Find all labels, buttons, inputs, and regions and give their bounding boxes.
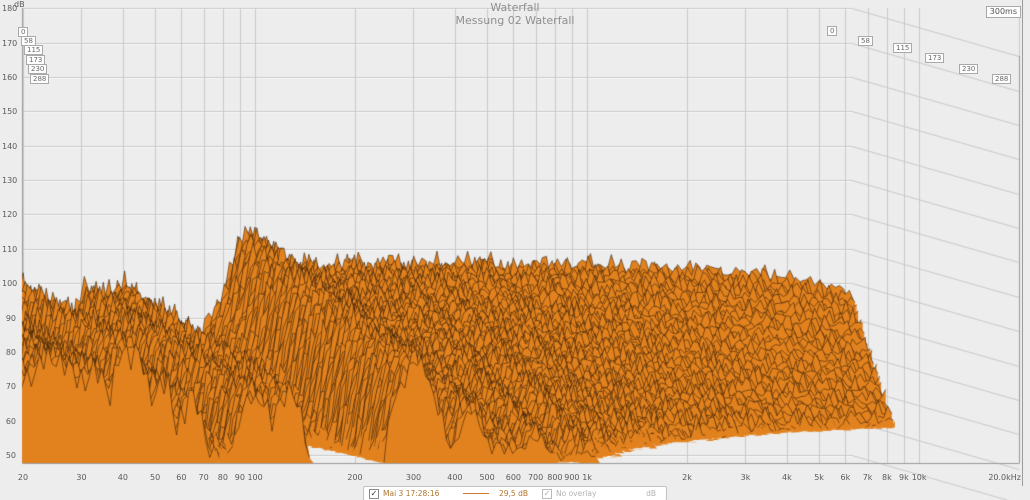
db-axis-unit-label: dB <box>14 0 25 9</box>
time-tick-label: 173 <box>925 53 945 63</box>
freq-tick-label: 20.0kHz <box>988 473 1021 482</box>
db-tick-label: 90 <box>5 313 16 323</box>
time-tick-label: 288 <box>992 74 1012 84</box>
level-value: 29,5 dB <box>499 489 528 498</box>
freq-tick-label: 5k <box>814 473 824 482</box>
time-tick-label: 230 <box>28 64 48 74</box>
db-tick-label: 130 <box>2 176 18 186</box>
measurement-checkbox[interactable]: ✓ <box>369 488 379 499</box>
db-tick-label: 110 <box>2 244 18 254</box>
freq-tick-label: 50 <box>150 473 161 482</box>
legend-unit-label: dB <box>646 489 656 498</box>
freq-tick-label: 7k <box>862 473 873 482</box>
freq-tick-label: 900 <box>564 473 580 482</box>
freq-tick-label: 8k <box>882 473 892 482</box>
freq-tick-label: 70 <box>198 473 209 482</box>
freq-tick-label: 90 <box>234 473 245 482</box>
db-tick-label: 150 <box>2 107 18 117</box>
freq-tick-label: 20 <box>17 473 29 482</box>
freq-tick-label: 500 <box>479 473 495 482</box>
freq-tick-label: 3k <box>740 473 751 482</box>
freq-tick-label: 700 <box>527 473 544 482</box>
freq-tick-label: 40 <box>117 473 128 482</box>
trace-color-sample <box>463 493 489 494</box>
freq-tick-label: 30 <box>76 473 87 482</box>
db-tick-label: 170 <box>2 38 18 48</box>
time-window-badge: 300ms <box>985 6 1021 18</box>
panel-right-edge <box>1022 0 1023 486</box>
db-tick-label: 160 <box>2 72 18 82</box>
freq-tick-label: 300 <box>405 473 422 482</box>
freq-tick-label: 600 <box>505 473 522 482</box>
time-tick-label: 115 <box>24 45 44 55</box>
time-tick-label: 58 <box>858 36 873 46</box>
measurement-label[interactable]: Mai 3 17:28:16 <box>383 489 440 498</box>
db-tick-label: 120 <box>2 210 18 220</box>
freq-tick-label: 60 <box>176 473 187 482</box>
freq-tick-label: 9k <box>899 473 909 482</box>
freq-tick-label: 80 <box>217 473 228 482</box>
time-tick-label: 115 <box>893 43 913 53</box>
freq-tick-label: 1k <box>582 473 592 482</box>
db-tick-label: 100 <box>2 279 18 289</box>
db-tick-label: 180 <box>2 4 18 14</box>
db-tick-label: 70 <box>5 382 16 392</box>
freq-tick-label: 800 <box>547 473 563 482</box>
no-overlay-checkbox[interactable]: ✓ <box>542 488 552 499</box>
db-tick-label: 50 <box>5 451 16 461</box>
freq-tick-label: 2k <box>682 473 692 482</box>
time-tick-label: 0 <box>827 26 838 36</box>
db-tick-label: 140 <box>2 141 18 151</box>
legend-bar: ✓ Mai 3 17:28:16 29,5 dB ✓ No overlay dB <box>363 486 667 500</box>
db-tick-label: 80 <box>5 348 16 357</box>
freq-tick-label: 100 <box>247 473 263 482</box>
freq-tick-label: 4k <box>782 473 792 482</box>
time-tick-label: 288 <box>30 74 50 84</box>
time-tick-label: 230 <box>959 64 979 74</box>
freq-tick-label: 400 <box>447 473 463 482</box>
freq-tick-label: 10k <box>911 473 927 482</box>
freq-tick-label: 200 <box>347 473 363 482</box>
freq-tick-label: 6k <box>840 473 851 482</box>
db-tick-label: 60 <box>5 416 16 426</box>
no-overlay-label[interactable]: No overlay <box>556 489 597 498</box>
